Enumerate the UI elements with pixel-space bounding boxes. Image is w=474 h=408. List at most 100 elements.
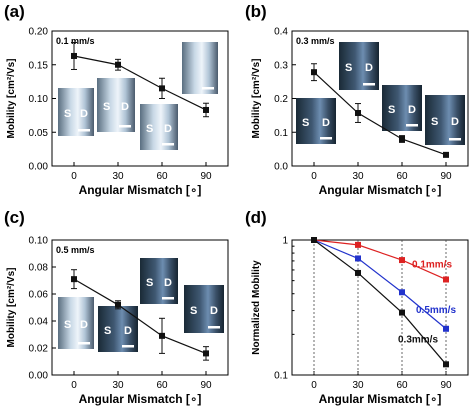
data-point (115, 301, 121, 308)
data-point (355, 269, 361, 276)
source-label: S (103, 101, 110, 113)
x-tick-label: 30 (112, 380, 124, 391)
series-label: 0.1mm/s (412, 259, 452, 270)
y-tick-label: 0.05 (29, 128, 49, 139)
inset-micrograph (184, 285, 224, 333)
y-tick-label: 0.2 (274, 94, 288, 105)
chart-panel-d: (d) 0 30 60 90 0.1 1 Angular Mismatch [∘] Normal… (245, 208, 469, 406)
scale-bar (162, 143, 174, 146)
scale-bar (449, 138, 461, 141)
inset-micrograph (140, 104, 178, 150)
scale-bar (208, 326, 220, 329)
scale-bar (363, 83, 375, 86)
x-axis-label: Angular Mismatch [∘] (79, 392, 202, 406)
plot-frame (291, 239, 469, 376)
x-tick-label: 90 (200, 171, 212, 182)
drain-label: D (124, 325, 132, 337)
scale-bar (162, 297, 174, 300)
y-tick-label: 0.4 (274, 27, 288, 38)
inset-micrograph (140, 258, 178, 304)
scale-bar (202, 87, 214, 90)
source-label: S (104, 325, 111, 337)
data-point (203, 106, 209, 113)
x-tick-label: 90 (200, 380, 212, 391)
drain-label: D (121, 101, 129, 113)
data-point (443, 361, 449, 368)
data-point (443, 325, 449, 332)
x-tick-label: 0 (71, 171, 77, 182)
y-tick-label: 0.10 (29, 94, 49, 105)
data-point (159, 85, 165, 92)
y-tick-label: 0.00 (29, 162, 49, 173)
y-tick-label: 1 (282, 236, 288, 247)
inset-micrograph (339, 42, 379, 90)
y-axis-label: Mobility [cm²/Vs] (6, 58, 17, 138)
scale-bar (406, 124, 418, 127)
y-tick-label: 0.20 (29, 27, 49, 38)
drain-label: D (408, 104, 416, 116)
inset-micrograph (182, 42, 218, 94)
drain-label: D (322, 117, 330, 129)
data-point (71, 276, 77, 283)
plot-frame (51, 239, 229, 376)
y-tick-label: 0.00 (29, 371, 49, 382)
inset-micrograph (97, 78, 135, 132)
x-tick-label: 60 (396, 380, 408, 391)
series-label: 0.5mm/s (416, 305, 456, 316)
data-point (203, 350, 209, 357)
y-tick-label: 0.06 (29, 290, 49, 301)
x-tick-label: 60 (156, 380, 168, 391)
drain-label: D (164, 277, 172, 289)
scale-bar (78, 342, 90, 345)
scale-bar (320, 137, 332, 140)
series-line (73, 278, 207, 354)
scale-bar (122, 345, 134, 348)
data-point (399, 309, 405, 316)
source-label: S (146, 277, 153, 289)
panel-label: (d) (245, 208, 267, 227)
data-point (443, 151, 449, 158)
drain-label: D (164, 123, 172, 135)
series-line (313, 239, 447, 365)
data-point (355, 110, 361, 117)
inset-micrograph (296, 98, 336, 144)
inset-micrograph (382, 85, 422, 131)
condition-annotation: 0.5 mm/s (56, 245, 95, 255)
y-tick-label: 0.02 (29, 344, 49, 355)
y-tick-label: 0.04 (29, 317, 49, 328)
y-tick-label: 0.1 (274, 371, 288, 382)
y-tick-label: 0.1 (274, 128, 288, 139)
condition-annotation: 0.1 mm/s (56, 36, 95, 46)
drain-label: D (80, 108, 88, 120)
x-axis-label: Angular Mismatch [∘] (319, 392, 442, 406)
inset-micrograph (58, 297, 94, 349)
x-tick-label: 30 (352, 380, 364, 391)
source-label: S (431, 116, 438, 128)
x-tick-label: 30 (352, 171, 364, 182)
data-point (443, 276, 449, 283)
data-point (399, 136, 405, 142)
x-tick-label: 60 (396, 171, 408, 182)
y-tick-label: 0.08 (29, 263, 49, 274)
source-label: S (64, 319, 71, 331)
data-point (355, 255, 361, 262)
y-tick-label: 0.10 (29, 236, 49, 247)
chart-panel-c: (c) 0 30 60 90 0.00 0.02 0.04 0.06 0.08 0.10 Angula… (4, 208, 229, 406)
series-label: 0.3mm/s (398, 334, 438, 345)
x-tick-label: 0 (311, 380, 317, 391)
data-point (311, 237, 317, 243)
source-label: S (302, 117, 309, 129)
source-label: S (388, 104, 395, 116)
x-tick-label: 90 (440, 380, 452, 391)
data-point (399, 289, 405, 296)
x-tick-label: 0 (71, 380, 77, 391)
y-tick-label: 0.0 (274, 162, 288, 173)
chart-panel-b: (b) 0 30 60 90 0.0 0.1 0.2 0.3 0.4 Angular Mismatc… (245, 2, 469, 197)
source-label: S (146, 123, 153, 135)
series-line (313, 239, 447, 281)
series-line (313, 71, 447, 156)
y-axis-label: Normalized Mobility (251, 260, 262, 355)
x-axis-label: Angular Mismatch [∘] (79, 183, 202, 197)
data-point (115, 61, 121, 68)
inset-micrograph (425, 95, 465, 145)
